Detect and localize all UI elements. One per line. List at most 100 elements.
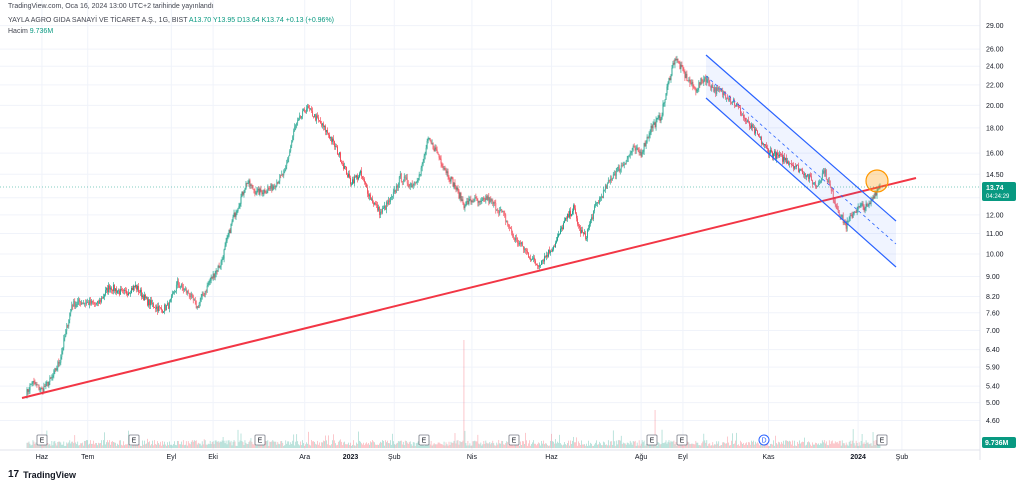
candle-body — [481, 200, 483, 201]
candle-body — [682, 66, 684, 71]
candle-body — [779, 154, 780, 157]
volume-bar — [247, 444, 249, 448]
volume-bar — [180, 441, 182, 448]
candle-body — [379, 211, 381, 215]
candle-body — [637, 147, 639, 151]
candle-body — [776, 152, 777, 159]
price-axis[interactable]: 29.0026.0024.0022.0020.0018.0016.0014.50… — [979, 0, 1004, 460]
volume-bar — [698, 445, 700, 448]
candle-body — [467, 200, 469, 205]
candle-body — [473, 201, 475, 202]
volume-bar — [692, 443, 694, 448]
candle-body — [835, 204, 837, 206]
volume-bar — [307, 443, 308, 448]
candle-body — [587, 229, 588, 238]
candle-body — [201, 293, 203, 298]
volume-bar — [361, 443, 362, 448]
candle-body — [179, 287, 181, 288]
volume-bar — [183, 445, 185, 448]
time-tick-label: Şub — [896, 454, 909, 461]
volume-bar — [856, 442, 858, 448]
candle-body — [733, 101, 735, 103]
volume-bar — [188, 443, 190, 448]
volume-bar — [298, 444, 300, 448]
volume-bar — [384, 445, 385, 448]
support-trendline[interactable] — [21, 177, 917, 399]
candle-body — [842, 215, 844, 223]
candle-body — [257, 188, 259, 191]
volume-bar — [305, 444, 306, 448]
volume-bar — [741, 442, 742, 448]
candle-body — [199, 300, 201, 304]
footer-brand[interactable]: 17 TradingView — [8, 469, 76, 480]
volume-bar — [485, 440, 487, 448]
volume-bar — [459, 441, 461, 448]
volume-bar — [476, 441, 478, 448]
volume-bar — [179, 444, 181, 448]
volume-bar — [786, 440, 787, 448]
candle-body — [212, 273, 214, 279]
candle-body — [396, 185, 398, 188]
volume-bar — [499, 443, 501, 448]
breakout-highlight-circle[interactable] — [865, 169, 889, 193]
volume-bar — [639, 445, 641, 448]
candle-body — [169, 299, 171, 302]
volume-bar — [88, 444, 90, 448]
channel-upper-line[interactable] — [705, 54, 897, 222]
volume-bar — [388, 443, 389, 448]
candle-body — [554, 246, 555, 248]
candle-body — [426, 140, 428, 148]
volume-bar — [181, 444, 183, 448]
candle-body — [111, 287, 112, 291]
candle-body — [608, 180, 610, 182]
channel-lower-line[interactable] — [705, 97, 897, 268]
candle-body — [627, 155, 629, 159]
candle-body — [759, 136, 760, 138]
candle-body — [877, 188, 879, 191]
volume-bar — [539, 443, 540, 448]
candle-body — [855, 212, 857, 213]
volume-bar — [580, 444, 581, 448]
volume-bar — [394, 444, 396, 448]
candle-body — [215, 270, 217, 274]
earnings-marker-icon — [676, 434, 688, 446]
candle-body — [99, 299, 101, 304]
time-axis[interactable]: Haz Tem Eyl Eki Ara 2023 Şub Nis Haz Ağu Eyl Kas 202… — [0, 449, 980, 461]
volume-bar — [145, 444, 146, 448]
volume-bar — [303, 443, 304, 448]
volume-bar — [201, 441, 203, 448]
volume-bar — [74, 435, 76, 448]
volume-bar — [832, 443, 834, 448]
volume-bar — [422, 443, 424, 448]
volume-bar — [349, 445, 350, 448]
volume-bar — [293, 434, 295, 448]
volume-bar — [321, 442, 322, 448]
volume-bar — [284, 445, 286, 448]
candle-body — [795, 166, 796, 167]
candle-body — [296, 122, 298, 126]
volume-bar — [244, 440, 246, 448]
candle-body — [810, 176, 812, 180]
candle-body — [827, 180, 829, 183]
candle-body — [669, 77, 671, 81]
candle-body — [659, 115, 661, 121]
volume-bar — [549, 445, 550, 448]
volume-bar — [668, 440, 670, 448]
ohlc-high: Y13.95 — [212, 17, 236, 24]
volume-bar — [534, 443, 535, 448]
candle-body — [41, 387, 43, 389]
volume-bar — [274, 441, 276, 448]
volume-bar — [81, 443, 83, 448]
candle-body — [285, 166, 287, 170]
symbol-name[interactable]: YAYLA AGRO GIDA SANAYİ VE TİCARET A.Ş., … — [8, 17, 188, 24]
volume-bar — [129, 445, 130, 448]
volume-bar — [441, 444, 443, 448]
candle-body — [197, 306, 199, 308]
volume-bar — [277, 441, 279, 448]
volume-bar — [270, 442, 272, 448]
volume-bar — [204, 440, 206, 448]
candle-body — [487, 196, 489, 200]
candle-body — [205, 291, 207, 293]
candle-body — [31, 383, 33, 385]
